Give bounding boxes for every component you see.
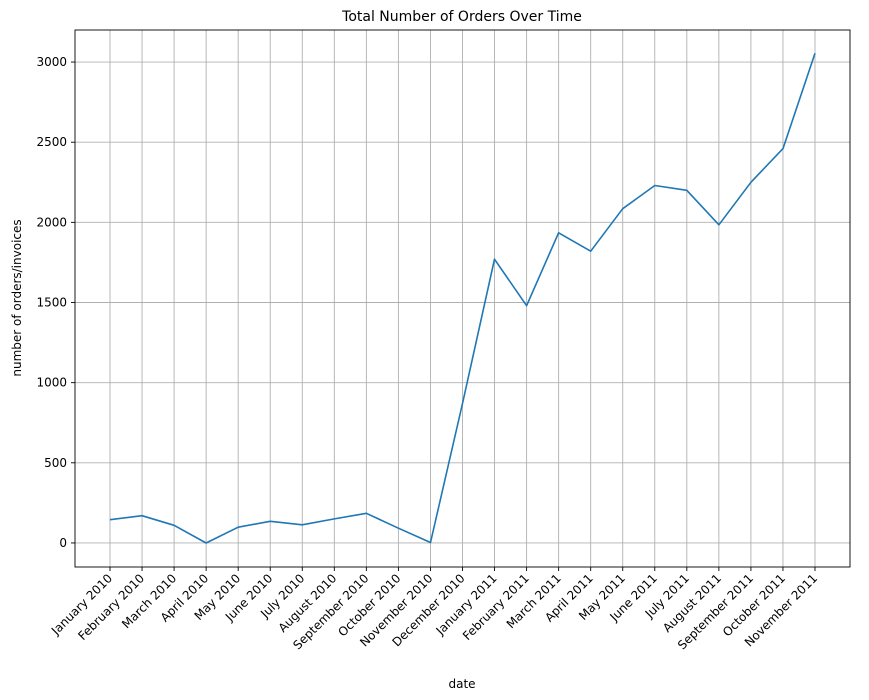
y-tick-label: 3000 bbox=[36, 55, 67, 69]
x-axis-label: date bbox=[448, 677, 475, 691]
y-tick-label: 2000 bbox=[36, 215, 67, 229]
series-layer bbox=[109, 52, 816, 544]
y-axis-label: number of orders/invoices bbox=[10, 219, 24, 376]
grid bbox=[75, 30, 850, 567]
y-tick-label: 1000 bbox=[36, 376, 67, 390]
series-line bbox=[109, 52, 816, 544]
chart-title: Total Number of Orders Over Time bbox=[341, 9, 582, 25]
y-axis-ticks: 0 500 1000 1500 2000 2500 3000 bbox=[36, 55, 75, 550]
y-tick-label: 0 bbox=[59, 536, 67, 550]
y-tick-label: 500 bbox=[44, 456, 67, 470]
y-tick-label: 2500 bbox=[36, 135, 67, 149]
y-tick-label: 1500 bbox=[36, 296, 67, 310]
